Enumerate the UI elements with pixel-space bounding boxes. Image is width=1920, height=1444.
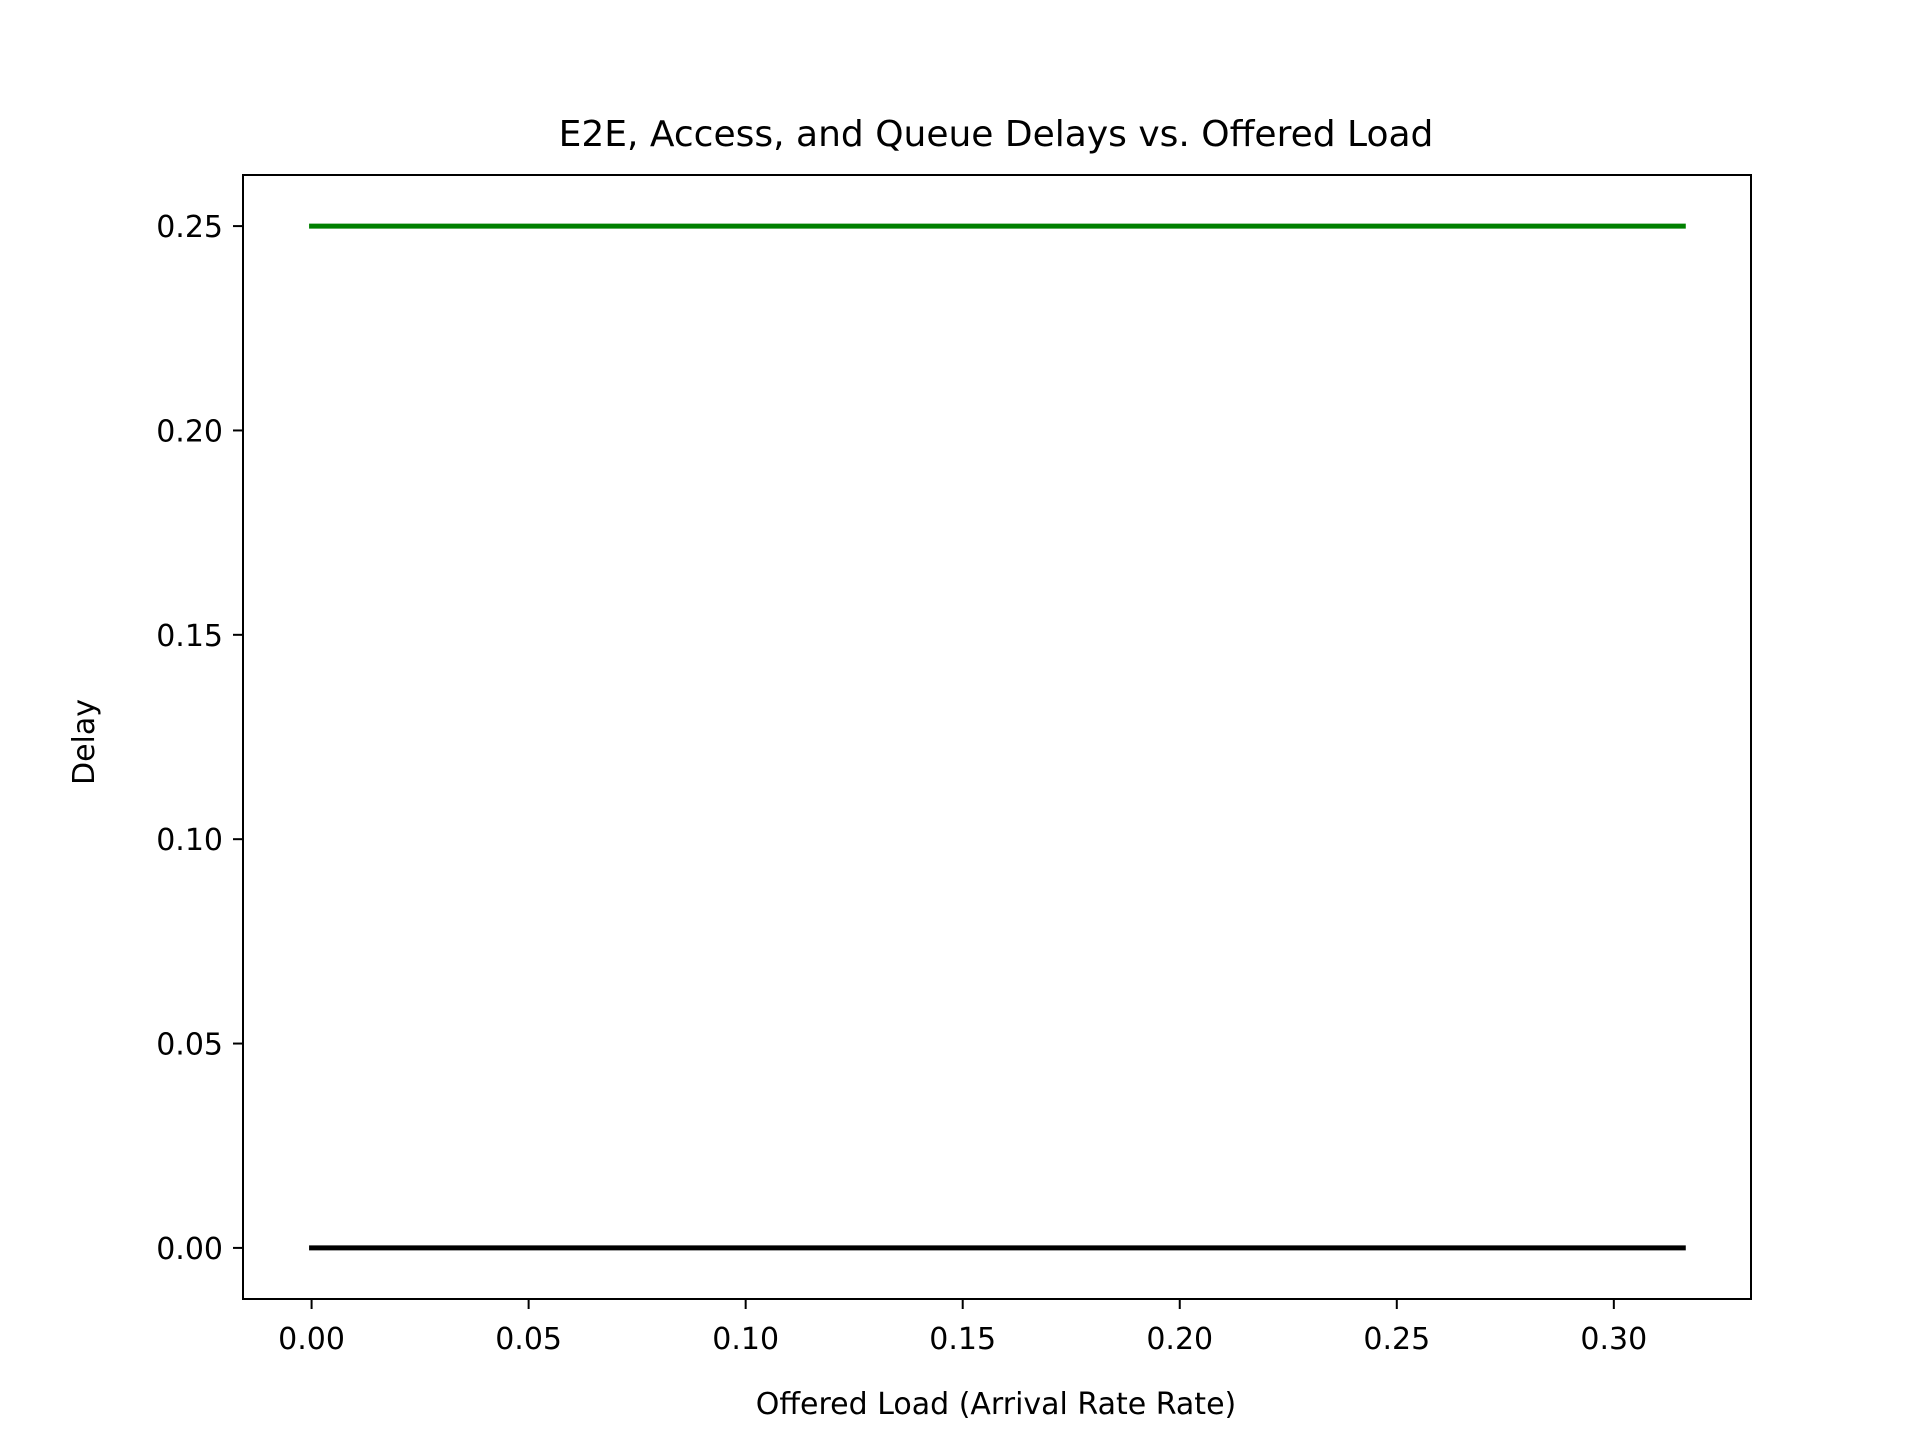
y-tick-label: 0.15 [156,619,223,654]
x-tick-label: 0.10 [712,1322,779,1357]
y-tick-label: 0.10 [156,823,223,858]
x-tick-label: 0.05 [495,1322,562,1357]
y-tick-label: 0.25 [156,210,223,245]
axes-frame [242,174,1752,1300]
x-tick-label: 0.15 [929,1322,996,1357]
y-tick-label: 0.05 [156,1028,223,1063]
x-axis-label: Offered Load (Arrival Rate Rate) [756,1387,1236,1422]
x-tick-label: 0.00 [278,1322,345,1357]
y-tick-label: 0.00 [156,1232,223,1267]
y-axis-label: Delay [67,699,102,785]
x-tick-label: 0.30 [1580,1322,1647,1357]
plot-area: 0.00 0.05 0.10 0.15 0.20 0.25 0.30 0.00 0.05 0.10… [156,174,1752,1357]
y-tick-label: 0.20 [156,414,223,449]
chart-title: E2E, Access, and Queue Delays vs. Offere… [559,114,1434,155]
x-tick-label: 0.25 [1363,1322,1430,1357]
x-tick-label: 0.20 [1146,1322,1213,1357]
